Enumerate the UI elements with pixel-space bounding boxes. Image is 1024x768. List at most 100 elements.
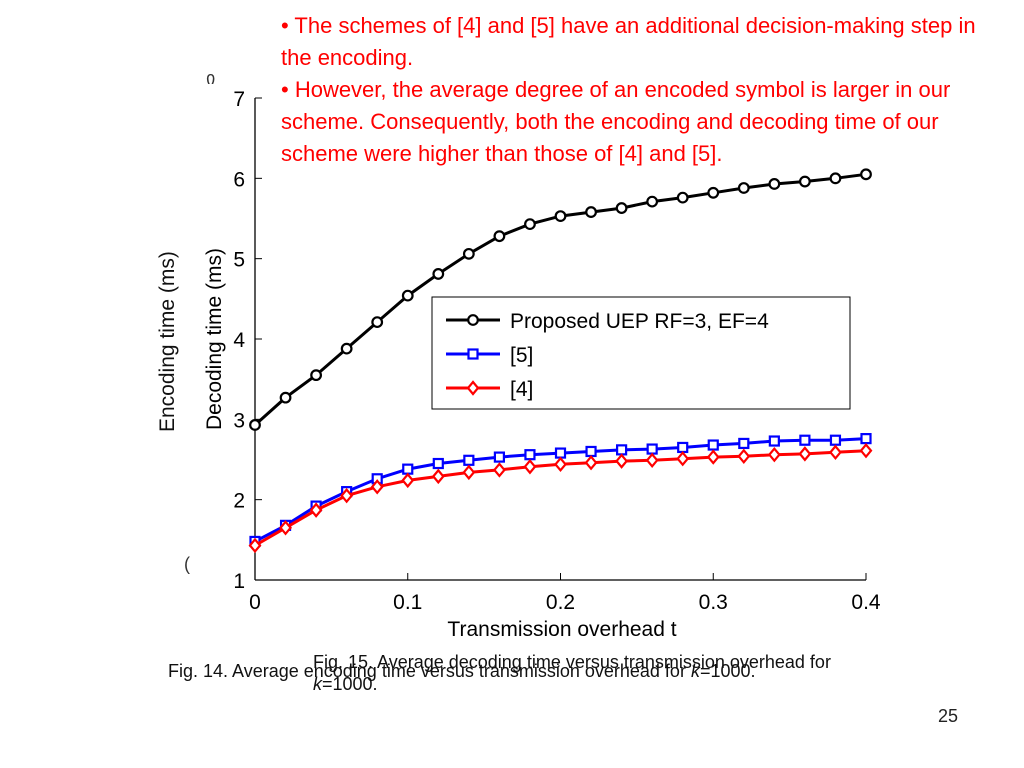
y-axis-label: Decoding time (ms) (203, 248, 226, 430)
legend-label: [5] (510, 344, 533, 367)
data-point (493, 451, 505, 463)
data-point (310, 369, 323, 382)
data-point (829, 434, 842, 446)
x-tick-label: 0.2 (546, 591, 575, 614)
caption-variable: k (690, 661, 700, 681)
x-axis-label: Transmission overhead t (447, 618, 676, 641)
legend-swatch-marker (467, 314, 479, 326)
data-point (584, 454, 598, 471)
legend-swatch-marker (466, 380, 480, 396)
x-tick-label: 0.4 (851, 591, 881, 614)
y-tick-label: 3 (233, 409, 245, 432)
y-tick-label: 7 (233, 88, 245, 111)
data-point (432, 268, 445, 280)
data-point (737, 448, 751, 465)
plot-axes: 0 0.1 0.2 0.3 0.4 1 2 3 4 5 6 7 (233, 88, 881, 614)
page-number: 25 (938, 706, 959, 726)
data-point (829, 172, 842, 185)
background-encoding-chart: Encoding time (ms) ი ( (156, 68, 215, 574)
data-point (248, 537, 262, 554)
data-point (799, 175, 811, 188)
data-point (585, 206, 597, 218)
data-point (249, 419, 261, 431)
data-point (279, 520, 292, 536)
data-point (615, 444, 628, 456)
data-point (309, 502, 323, 518)
data-point (370, 479, 384, 495)
figure-14-caption: Fig. 14. Average encoding time versus tr… (168, 660, 828, 682)
data-point (707, 186, 720, 199)
data-point (371, 316, 384, 329)
data-point (279, 391, 292, 404)
data-point (462, 247, 475, 260)
data-point (432, 457, 444, 470)
data-point (829, 444, 842, 460)
y-tick-label: 1 (233, 570, 245, 593)
x-tick-label: 0 (249, 591, 261, 614)
data-point (431, 468, 445, 485)
legend-swatch-marker (467, 348, 479, 360)
data-point (768, 178, 781, 190)
data-point (523, 459, 537, 475)
data-point (554, 447, 567, 459)
caption-text: =1000. (699, 661, 756, 681)
bullet-item: • The schemes of [4] and [5] have an add… (281, 13, 976, 70)
data-point (554, 210, 567, 222)
legend: Proposed UEP RF=3, EF=4 [5] [4] (431, 296, 851, 410)
data-point (401, 289, 414, 302)
data-point (676, 191, 689, 204)
data-point (646, 443, 658, 455)
data-point (585, 445, 597, 458)
legend-label: [4] (510, 378, 533, 401)
figure-15-caption: Fig. 15. Average decoding time versus tr… (313, 651, 853, 695)
series-diamond (248, 442, 873, 554)
data-point (677, 441, 689, 454)
data-point (768, 435, 780, 447)
plot-series (248, 168, 873, 554)
data-point (463, 454, 475, 466)
data-point (493, 230, 506, 243)
data-point (859, 442, 873, 459)
data-point (737, 182, 750, 194)
data-point (615, 202, 628, 214)
legend-box (431, 296, 851, 410)
data-point (524, 218, 536, 231)
y-tick-label: 4 (233, 329, 245, 352)
caption-text: Fig. 15. Average decoding time versus tr… (313, 652, 831, 672)
legend-label: Proposed UEP RF=3, EF=4 (510, 310, 769, 333)
data-point (402, 463, 414, 475)
data-point (646, 195, 659, 208)
data-point (767, 446, 781, 463)
data-point (492, 462, 506, 478)
y-tick-label: 2 (233, 490, 245, 513)
partial-tick-glyph: ( (184, 554, 190, 574)
data-point (554, 456, 567, 473)
data-point (706, 449, 720, 465)
caption-variable: k (313, 674, 322, 694)
data-point (524, 449, 536, 461)
bullet-item: • However, the average degree of an enco… (281, 77, 951, 166)
x-tick-label: 0.1 (393, 591, 422, 614)
data-point (462, 464, 476, 481)
caption-text: Fig. 14. Average encoding time versus tr… (168, 661, 691, 681)
series-circle (249, 168, 872, 431)
data-point (401, 472, 415, 489)
partial-tick-glyph: ი (206, 68, 215, 88)
data-point (340, 487, 354, 504)
y-tick-label: 5 (233, 249, 245, 272)
y-tick-label: 6 (233, 168, 245, 191)
data-point (676, 450, 690, 467)
data-point (860, 168, 872, 181)
caption-text: =1000. (322, 674, 378, 694)
encoding-ylabel: Encoding time (ms) (156, 251, 179, 432)
data-point (340, 342, 353, 355)
data-point (798, 446, 812, 462)
data-point (860, 433, 872, 445)
data-point (615, 453, 629, 469)
data-point (738, 437, 750, 450)
bullet-list: • The schemes of [4] and [5] have an add… (281, 10, 996, 170)
x-tick-label: 0.3 (699, 591, 728, 614)
data-point (799, 434, 811, 446)
